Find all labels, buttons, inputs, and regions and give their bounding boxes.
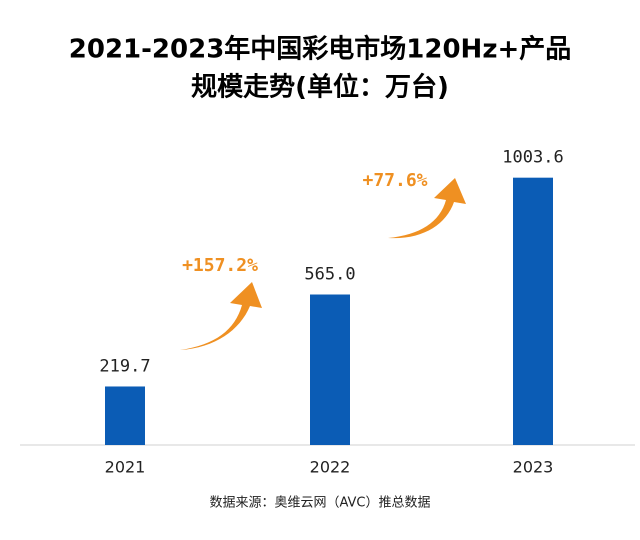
chart-title: 2021-2023年中国彩电市场120Hz+产品 <box>69 34 571 65</box>
data-label: 565.0 <box>304 265 355 285</box>
bar <box>105 386 145 445</box>
chart-title: 规模走势(单位：万台) <box>191 72 449 103</box>
x-tick-label: 2023 <box>513 458 554 477</box>
bar <box>310 294 350 445</box>
growth-arrow <box>388 178 466 239</box>
growth-arrow <box>180 282 262 350</box>
growth-label: +77.6% <box>362 170 427 191</box>
x-tick-label: 2022 <box>310 458 351 477</box>
data-label: 1003.6 <box>502 148 563 168</box>
growth-label: +157.2% <box>182 255 258 276</box>
source-note: 数据来源：奥维云网（AVC）推总数据 <box>209 496 430 511</box>
x-tick-label: 2021 <box>105 458 146 477</box>
bar <box>513 177 553 445</box>
data-label: 219.7 <box>99 356 150 376</box>
